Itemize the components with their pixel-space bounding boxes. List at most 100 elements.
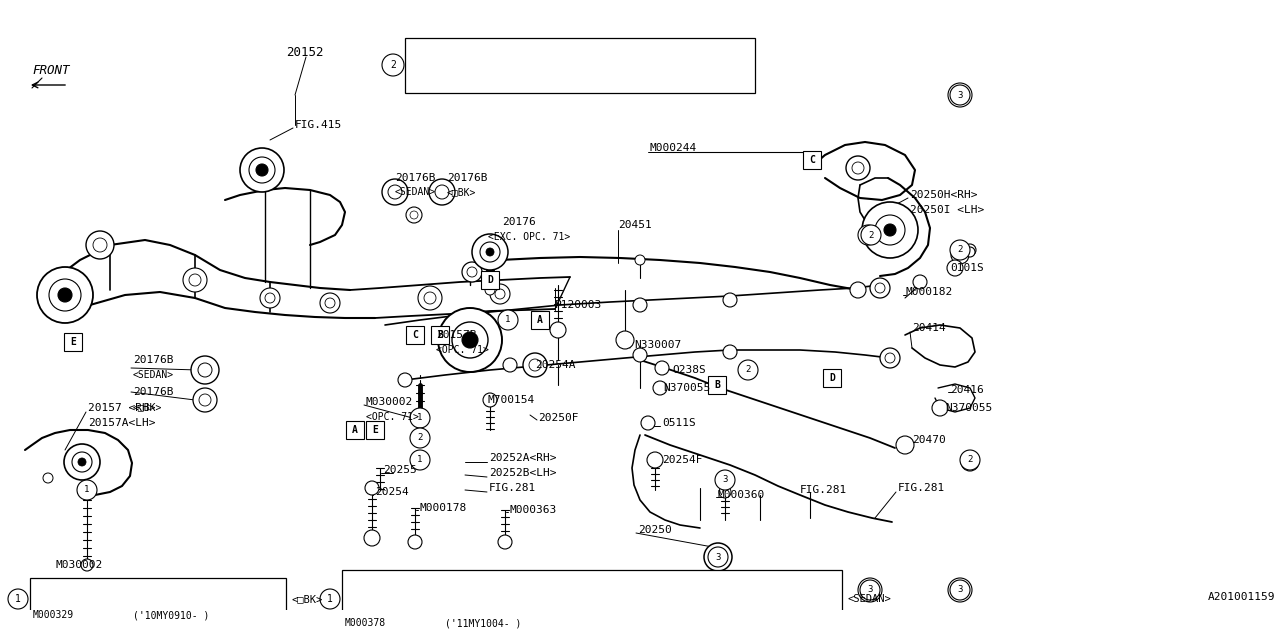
Text: <□BK>: <□BK>: [447, 187, 476, 197]
Circle shape: [723, 345, 737, 359]
Text: 20416: 20416: [950, 385, 984, 395]
Circle shape: [616, 331, 634, 349]
Bar: [366, 421, 384, 439]
Text: N330007: N330007: [634, 340, 681, 350]
Circle shape: [861, 225, 881, 245]
Circle shape: [424, 292, 436, 304]
Circle shape: [634, 298, 646, 312]
Text: 3: 3: [957, 586, 963, 595]
Text: 20176B: 20176B: [133, 355, 174, 365]
Circle shape: [646, 452, 663, 468]
Bar: [481, 271, 499, 289]
Text: 1: 1: [417, 456, 422, 465]
Text: 3: 3: [868, 586, 873, 595]
Circle shape: [950, 580, 970, 600]
Text: N350030: N350030: [410, 79, 453, 89]
Circle shape: [49, 279, 81, 311]
Circle shape: [950, 85, 970, 105]
Text: 20152: 20152: [285, 45, 324, 58]
Text: 1: 1: [506, 316, 511, 324]
Circle shape: [498, 535, 512, 549]
Circle shape: [876, 283, 884, 293]
Text: <SEDAN>: <SEDAN>: [849, 594, 892, 604]
Bar: [708, 376, 726, 394]
Text: 2: 2: [745, 365, 750, 374]
Bar: [823, 369, 841, 387]
Bar: [342, 570, 842, 628]
Text: M700154: M700154: [488, 395, 535, 405]
Circle shape: [86, 231, 114, 259]
Text: M000178: M000178: [420, 503, 467, 513]
Circle shape: [960, 450, 980, 470]
Text: N370055: N370055: [663, 383, 710, 393]
Text: FIG.281: FIG.281: [800, 485, 847, 495]
Text: 20176B: 20176B: [396, 173, 435, 183]
Circle shape: [410, 408, 430, 428]
Circle shape: [78, 458, 86, 466]
Circle shape: [81, 559, 93, 571]
Circle shape: [198, 394, 211, 406]
Circle shape: [961, 451, 979, 469]
Circle shape: [863, 230, 873, 240]
Circle shape: [723, 293, 737, 307]
Text: 20254F: 20254F: [662, 455, 703, 465]
Text: 20250: 20250: [637, 525, 672, 535]
Text: M000363: M000363: [509, 505, 557, 515]
Text: 1: 1: [15, 594, 20, 604]
Text: ('10MY0907-'10MY1005): ('10MY0907-'10MY1005): [445, 599, 568, 609]
Circle shape: [365, 481, 379, 495]
Circle shape: [58, 288, 72, 302]
Circle shape: [846, 156, 870, 180]
Text: 20252B<LH>: 20252B<LH>: [489, 468, 557, 478]
Circle shape: [410, 450, 430, 470]
Text: M000244: M000244: [650, 143, 698, 153]
Text: 1: 1: [328, 594, 333, 604]
Text: FIG.281: FIG.281: [489, 483, 536, 493]
Text: M000360: M000360: [718, 490, 765, 500]
Text: B: B: [714, 380, 719, 390]
Circle shape: [948, 83, 972, 107]
Circle shape: [739, 360, 758, 380]
Text: D: D: [829, 373, 835, 383]
Circle shape: [954, 87, 966, 99]
Bar: [29, 578, 285, 620]
Circle shape: [183, 268, 207, 292]
Text: 20250H<RH>: 20250H<RH>: [910, 190, 978, 200]
Text: C: C: [809, 155, 815, 165]
Circle shape: [498, 310, 518, 330]
Text: M000329: M000329: [33, 610, 74, 620]
Circle shape: [861, 202, 918, 258]
Circle shape: [961, 453, 979, 471]
Circle shape: [860, 580, 881, 600]
Text: 20157A<LH>: 20157A<LH>: [88, 418, 155, 428]
Text: E: E: [372, 425, 378, 435]
Text: A: A: [538, 315, 543, 325]
Text: ( -1402): ( -1402): [704, 52, 754, 62]
Circle shape: [77, 480, 97, 500]
Text: 20176B: 20176B: [133, 387, 174, 397]
Circle shape: [852, 162, 864, 174]
Text: <□BK>: <□BK>: [133, 402, 163, 412]
Text: 0101S: 0101S: [950, 263, 984, 273]
Text: ('10MY0910- ): ('10MY0910- ): [133, 610, 210, 620]
Circle shape: [884, 224, 896, 236]
Circle shape: [635, 255, 645, 265]
Circle shape: [710, 549, 726, 565]
Text: 20252A<RH>: 20252A<RH>: [489, 453, 557, 463]
Circle shape: [452, 322, 488, 358]
Circle shape: [881, 348, 900, 368]
Text: M000182: M000182: [905, 287, 952, 297]
Circle shape: [8, 589, 28, 609]
Text: <SEDAN>: <SEDAN>: [396, 187, 436, 197]
Text: M000328: M000328: [346, 580, 387, 590]
Circle shape: [265, 293, 275, 303]
Circle shape: [524, 353, 547, 377]
Circle shape: [320, 293, 340, 313]
Circle shape: [634, 348, 646, 362]
Circle shape: [858, 225, 878, 245]
Bar: [64, 333, 82, 351]
Text: 1: 1: [84, 486, 90, 495]
Text: M000378: M000378: [346, 618, 387, 628]
Text: <OPC. 71>: <OPC. 71>: [366, 412, 419, 422]
Circle shape: [78, 481, 96, 499]
